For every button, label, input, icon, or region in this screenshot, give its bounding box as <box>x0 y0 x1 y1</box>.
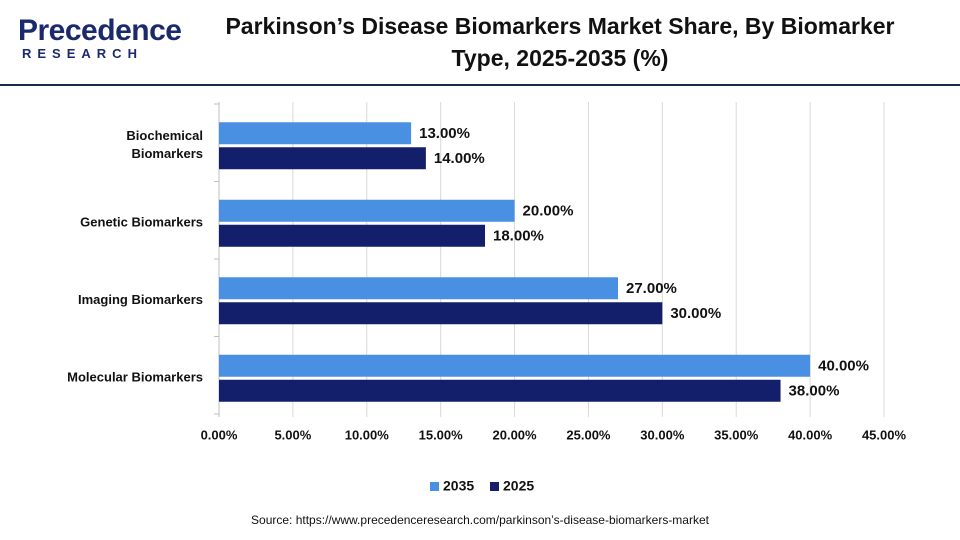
value-label: 13.00% <box>419 125 470 142</box>
x-tick-label: 10.00% <box>345 427 390 442</box>
legend-swatch <box>490 482 499 491</box>
chart-title: Parkinson’s Disease Biomarkers Market Sh… <box>225 13 895 71</box>
source: Source: https://www.precedenceresearch.c… <box>251 513 710 527</box>
bar <box>219 122 412 145</box>
x-tick-label: 25.00% <box>566 427 611 442</box>
x-tick-label: 20.00% <box>493 427 538 442</box>
logo-tagline: RESEARCH <box>22 46 143 61</box>
bar <box>219 147 426 170</box>
value-label: 18.00% <box>493 228 544 245</box>
legend-label: 2025 <box>503 478 534 494</box>
y-tick-label: Genetic Biomarkers <box>80 215 203 230</box>
y-tick-label: Molecular Biomarkers <box>67 370 203 385</box>
x-tick-label: 35.00% <box>714 427 759 442</box>
x-tick-label: 0.00% <box>201 427 238 442</box>
y-tick-label: Biochemical Biomarkers <box>126 128 203 161</box>
x-tick-label: 40.00% <box>788 427 833 442</box>
x-tick-label: 15.00% <box>419 427 464 442</box>
bar <box>219 224 485 247</box>
header-rule <box>0 84 960 86</box>
value-label: 30.00% <box>670 305 721 322</box>
value-label: 38.00% <box>789 383 840 400</box>
y-tick-label: Imaging Biomarkers <box>78 292 203 307</box>
logo-name: Precedence <box>18 14 182 47</box>
x-tick-label: 45.00% <box>862 427 907 442</box>
bar <box>219 199 515 222</box>
value-label: 14.00% <box>434 150 485 167</box>
bar <box>219 354 811 377</box>
bar <box>219 379 781 402</box>
x-tick-label: 5.00% <box>274 427 311 442</box>
value-label: 27.00% <box>626 280 677 297</box>
value-label: 40.00% <box>818 358 869 375</box>
legend-swatch <box>430 482 439 491</box>
legend-label: 2035 <box>443 478 474 494</box>
bar <box>219 302 663 325</box>
bar <box>219 277 618 300</box>
x-tick-label: 30.00% <box>640 427 685 442</box>
value-label: 20.00% <box>523 203 574 220</box>
